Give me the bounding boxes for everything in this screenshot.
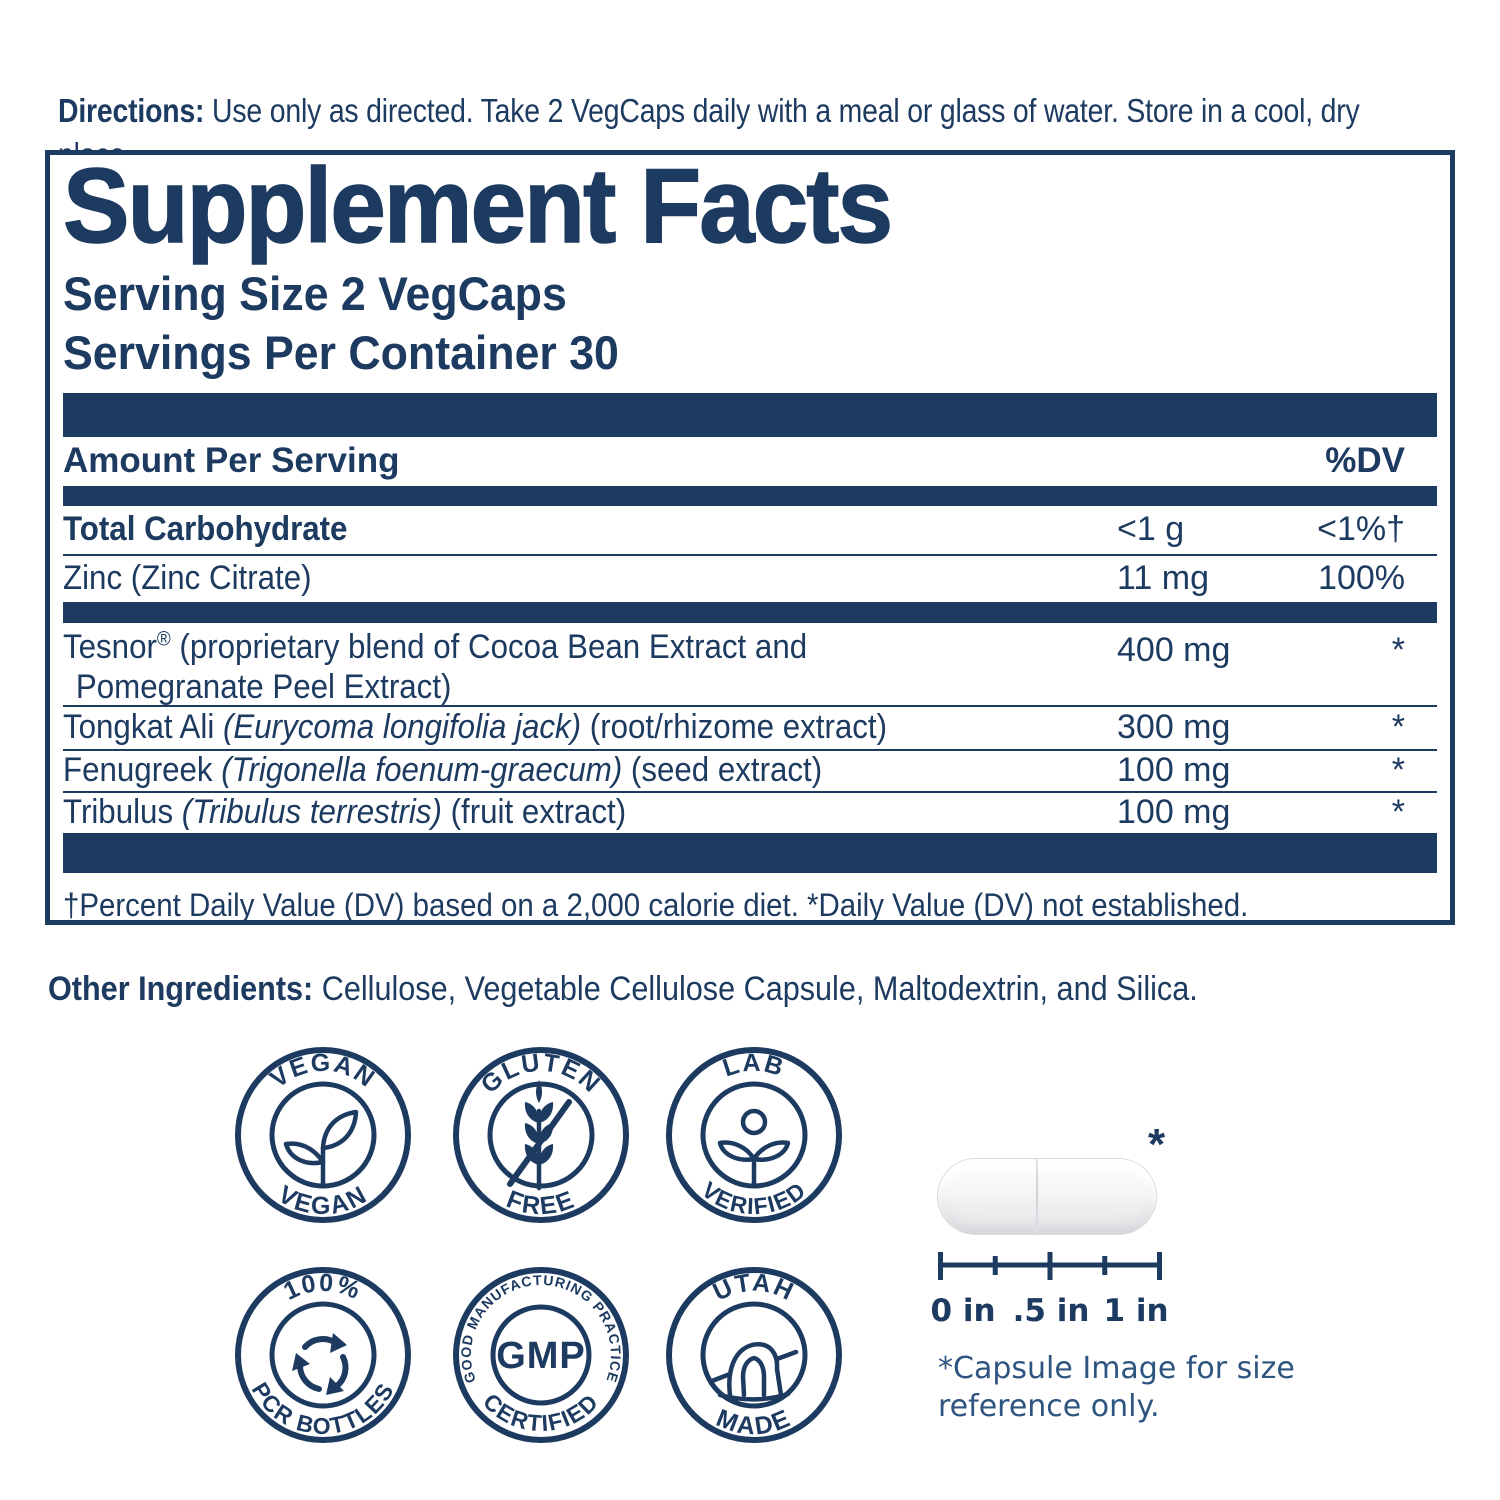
other-ingredients-label: Other Ingredients: <box>48 970 314 1008</box>
arch-icon <box>709 1342 799 1402</box>
ruler <box>938 1252 1162 1280</box>
nutrient-name: Total Carbohydrate <box>63 510 348 548</box>
sprout-icon <box>283 1109 359 1186</box>
gmp-certified-badge: GOOD MANUFACTURING PRACTICE CERTIFIED GM… <box>453 1267 629 1443</box>
wheat-slash-icon <box>507 1080 572 1191</box>
lab-verified-badge: LAB VERIFIED <box>666 1047 842 1223</box>
capsule-image <box>937 1158 1157 1235</box>
capsule-note-line2: reference only. <box>938 1389 1160 1425</box>
nutrient-amount: 11 mg <box>1117 559 1209 597</box>
other-ingredients-body: Cellulose, Vegetable Cellulose Capsule, … <box>313 970 1198 1008</box>
ruler-label-0: 0 in <box>930 1293 996 1329</box>
nutrient-name: Tongkat Ali (Eurycoma longifolia jack) (… <box>63 708 888 746</box>
svg-text:LAB: LAB <box>719 1049 788 1083</box>
capsule-note-line1: *Capsule Image for size <box>938 1351 1295 1386</box>
nutrient-amount: 100 mg <box>1117 793 1231 831</box>
nutrient-dv: 100% <box>1318 559 1405 597</box>
nutrient-dv: * <box>1391 708 1405 746</box>
badge-top-text: LAB <box>719 1049 786 1083</box>
nutrient-dv: * <box>1391 751 1405 789</box>
supplement-facts-title: Supplement Facts <box>62 147 893 265</box>
table-row-tribulus: Tribulus (Tribulus terrestris) (fruit ex… <box>63 793 1437 833</box>
serving-size: Serving Size 2 VegCaps <box>63 267 567 320</box>
nutrient-name: Zinc (Zinc Citrate) <box>63 559 312 597</box>
table-row-tongkat-ali: Tongkat Ali (Eurycoma longifolia jack) (… <box>63 707 1437 751</box>
vegan-badge: VEGAN VEGAN <box>235 1047 411 1223</box>
directions-text: Directions: Use only as directed. Take 2… <box>58 89 1434 177</box>
recycle-icon <box>292 1333 349 1395</box>
directions-label: Directions: <box>58 92 205 129</box>
divider-bar-thick <box>63 392 1437 437</box>
amount-per-serving-header: Amount Per Serving <box>63 441 400 480</box>
divider-bar <box>63 601 1437 623</box>
gmp-center-text: GMP <box>496 1335 586 1377</box>
dv-footnote: †Percent Daily Value (DV) based on a 2,0… <box>63 886 1249 923</box>
capsule-note: *Capsule Image for size reference only. <box>938 1350 1295 1427</box>
nutrient-amount: <1 g <box>1117 510 1185 548</box>
nutrient-dv: <1%† <box>1317 510 1405 548</box>
servings-per-container: Servings Per Container 30 <box>63 325 619 379</box>
registered-mark: ® <box>156 628 171 651</box>
table-row-fenugreek: Fenugreek (Trigonella foenum-graecum) (s… <box>63 751 1437 793</box>
nutrient-dv: * <box>1391 793 1405 831</box>
pcr-bottles-badge: 100% PCR BOTTLES <box>235 1267 411 1443</box>
table-row-tesnor: Tesnor® (proprietary blend of Cocoa Bean… <box>63 623 1437 707</box>
capsule-asterisk: * <box>1148 1120 1166 1169</box>
ruler-label-1: 1 in <box>1103 1293 1169 1329</box>
dv-header: %DV <box>1325 441 1405 480</box>
table-header-row: Amount Per Serving %DV <box>63 437 1437 486</box>
divider-bar <box>63 485 1437 506</box>
directions-body: Use only as directed. Take 2 VegCaps dai… <box>58 92 1360 173</box>
supplement-facts-panel: Supplement Facts Serving Size 2 VegCaps … <box>45 150 1455 925</box>
plant-circle-icon <box>717 1108 791 1187</box>
nutrient-amount: 100 mg <box>1117 751 1231 789</box>
nutrient-name-line2: Pomegranate Peel Extract) <box>75 667 452 706</box>
ruler-label-half: .5 in <box>1012 1293 1090 1329</box>
nutrient-amount: 400 mg <box>1117 630 1231 669</box>
table-row-total-carbohydrate: Total Carbohydrate <1 g <1%† <box>63 506 1437 556</box>
divider-bar-thick <box>63 832 1437 873</box>
nutrient-name: Tesnor® (proprietary blend of Cocoa Bean… <box>63 627 808 666</box>
other-ingredients: Other Ingredients: Cellulose, Vegetable … <box>48 970 1198 1009</box>
nutrient-name: Tribulus (Tribulus terrestris) (fruit ex… <box>63 793 627 831</box>
nutrient-dv: * <box>1391 630 1405 669</box>
gluten-free-badge: GLUTEN FREE <box>453 1047 629 1223</box>
nutrient-name: Fenugreek (Trigonella foenum-graecum) (s… <box>63 751 823 789</box>
utah-made-badge: UTAH MADE <box>666 1267 842 1443</box>
nutrient-amount: 300 mg <box>1117 708 1231 746</box>
table-row-zinc: Zinc (Zinc Citrate) 11 mg 100% <box>63 556 1437 602</box>
